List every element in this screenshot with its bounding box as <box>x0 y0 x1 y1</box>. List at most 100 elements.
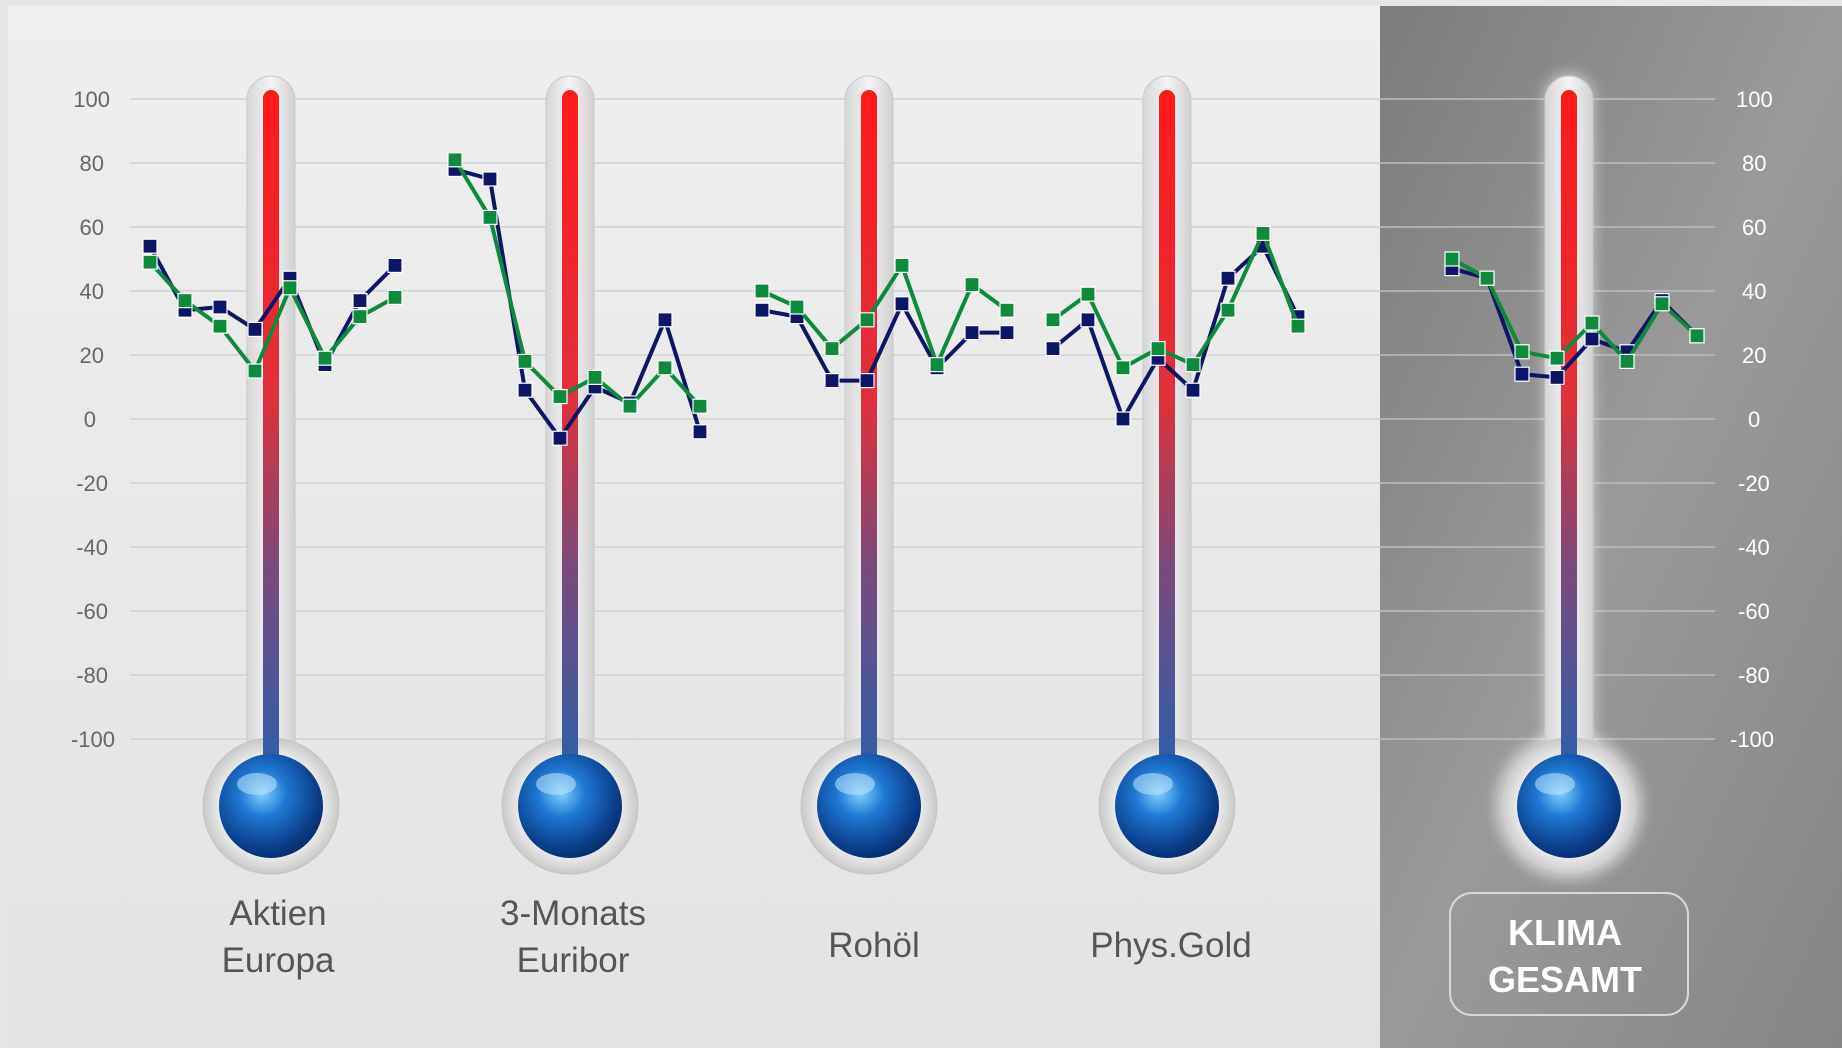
data-point-blue <box>999 325 1015 341</box>
data-point-green <box>482 209 498 225</box>
data-point-blue <box>1185 382 1201 398</box>
bulb-highlight <box>1133 773 1173 795</box>
data-point-green <box>1185 357 1201 373</box>
y-axis-right: 100 80 60 40 20 0 -20 -40 -60 -80 -100 <box>1730 87 1774 752</box>
data-point-green <box>1290 318 1306 334</box>
data-point-blue <box>657 312 673 328</box>
thermometer <box>501 75 639 875</box>
series-line-green <box>1451 257 1699 364</box>
data-point-green <box>247 363 263 379</box>
category-label-klima-line2: GESAMT <box>1488 959 1642 1000</box>
data-point-blue <box>824 373 840 389</box>
thermometer <box>1098 75 1236 875</box>
y-tick-label-right: -60 <box>1738 599 1770 624</box>
thermometer-bulb <box>1517 754 1621 858</box>
data-point-green <box>1255 225 1271 241</box>
y-tick-label-left: 100 <box>73 87 110 112</box>
y-tick-label-right: -100 <box>1730 727 1774 752</box>
thermometer-tube <box>562 90 578 770</box>
data-point-green <box>754 283 770 299</box>
data-point-green <box>352 309 368 325</box>
y-tick-label-left: 20 <box>80 343 104 368</box>
data-point-green <box>622 398 638 414</box>
y-tick-label-right: 20 <box>1742 343 1766 368</box>
thermometer <box>202 75 340 875</box>
data-point-blue <box>552 430 568 446</box>
data-point-green <box>1584 315 1600 331</box>
data-point-green <box>1115 360 1131 376</box>
data-point-green <box>317 350 333 366</box>
data-point-green <box>212 318 228 334</box>
data-point-green <box>999 302 1015 318</box>
y-tick-label-right: 80 <box>1742 151 1766 176</box>
data-point-blue <box>859 373 875 389</box>
data-point-green <box>657 360 673 376</box>
category-label-aktien-europa-line2: Europa <box>222 941 335 980</box>
thermometer <box>800 75 938 875</box>
data-point-green <box>1479 270 1495 286</box>
data-point-blue <box>692 424 708 440</box>
data-point-green <box>929 357 945 373</box>
series-line-green <box>1051 231 1300 370</box>
y-tick-label-left: 80 <box>80 151 104 176</box>
data-point-green <box>1549 350 1565 366</box>
data-point-blue <box>1115 411 1131 427</box>
y-tick-label-right: -20 <box>1738 471 1770 496</box>
data-point-blue <box>247 321 263 337</box>
data-point-blue <box>754 302 770 318</box>
data-point-blue <box>142 238 158 254</box>
data-point-green <box>1220 302 1236 318</box>
thermometer <box>1495 72 1643 880</box>
data-point-green <box>1514 344 1530 360</box>
data-point-blue <box>894 296 910 312</box>
data-point-green <box>517 353 533 369</box>
y-axis-left: 100 80 60 40 20 0 -20 -40 -60 -80 -100 <box>71 87 115 752</box>
thermometer-tube <box>1159 90 1175 770</box>
bulb-highlight <box>536 773 576 795</box>
data-point-blue <box>387 257 403 273</box>
y-tick-label-left: 40 <box>80 279 104 304</box>
y-tick-label-right: -40 <box>1738 535 1770 560</box>
category-label-phys-gold: Phys.Gold <box>1090 926 1251 965</box>
klima-label-frame <box>1449 892 1689 1016</box>
category-label-aktien-europa-line1: Aktien <box>229 894 326 933</box>
y-tick-label-left: -60 <box>76 599 108 624</box>
data-point-blue <box>964 325 980 341</box>
data-point-blue <box>352 293 368 309</box>
data-point-green <box>587 369 603 385</box>
category-label-euribor-line1: 3-Monats <box>500 894 646 933</box>
data-point-blue <box>1514 366 1530 382</box>
y-tick-label-left: 60 <box>80 215 104 240</box>
data-point-green <box>1080 286 1096 302</box>
data-point-green <box>1654 296 1670 312</box>
data-point-blue <box>212 299 228 315</box>
data-point-green <box>447 152 463 168</box>
y-tick-label-right: 60 <box>1742 215 1766 240</box>
thermometer-bulb <box>817 754 921 858</box>
thermometer-tube <box>1561 90 1577 770</box>
data-point-green <box>692 398 708 414</box>
data-point-green <box>1444 251 1460 267</box>
y-tick-label-left: -100 <box>71 727 115 752</box>
bulb-highlight <box>1535 773 1575 795</box>
category-labels: Aktien Europa 3-Monats Euribor Rohöl Phy… <box>222 892 1689 1016</box>
data-point-green <box>824 341 840 357</box>
data-point-green <box>1150 341 1166 357</box>
y-tick-label-left: -20 <box>76 471 108 496</box>
dark-panel <box>1380 6 1842 1048</box>
data-point-green <box>1045 312 1061 328</box>
data-point-green <box>177 293 193 309</box>
data-series <box>142 152 1705 446</box>
data-point-green <box>789 299 805 315</box>
data-point-blue <box>1080 312 1096 328</box>
data-point-blue <box>1045 341 1061 357</box>
thermometer-bulb <box>1115 754 1219 858</box>
category-label-rohoel: Rohöl <box>828 926 919 965</box>
y-tick-label-right: -80 <box>1738 663 1770 688</box>
y-tick-label-left: -40 <box>76 535 108 560</box>
thermometer-tube <box>861 90 877 770</box>
thermometer-bulb <box>518 754 622 858</box>
data-point-green <box>282 280 298 296</box>
